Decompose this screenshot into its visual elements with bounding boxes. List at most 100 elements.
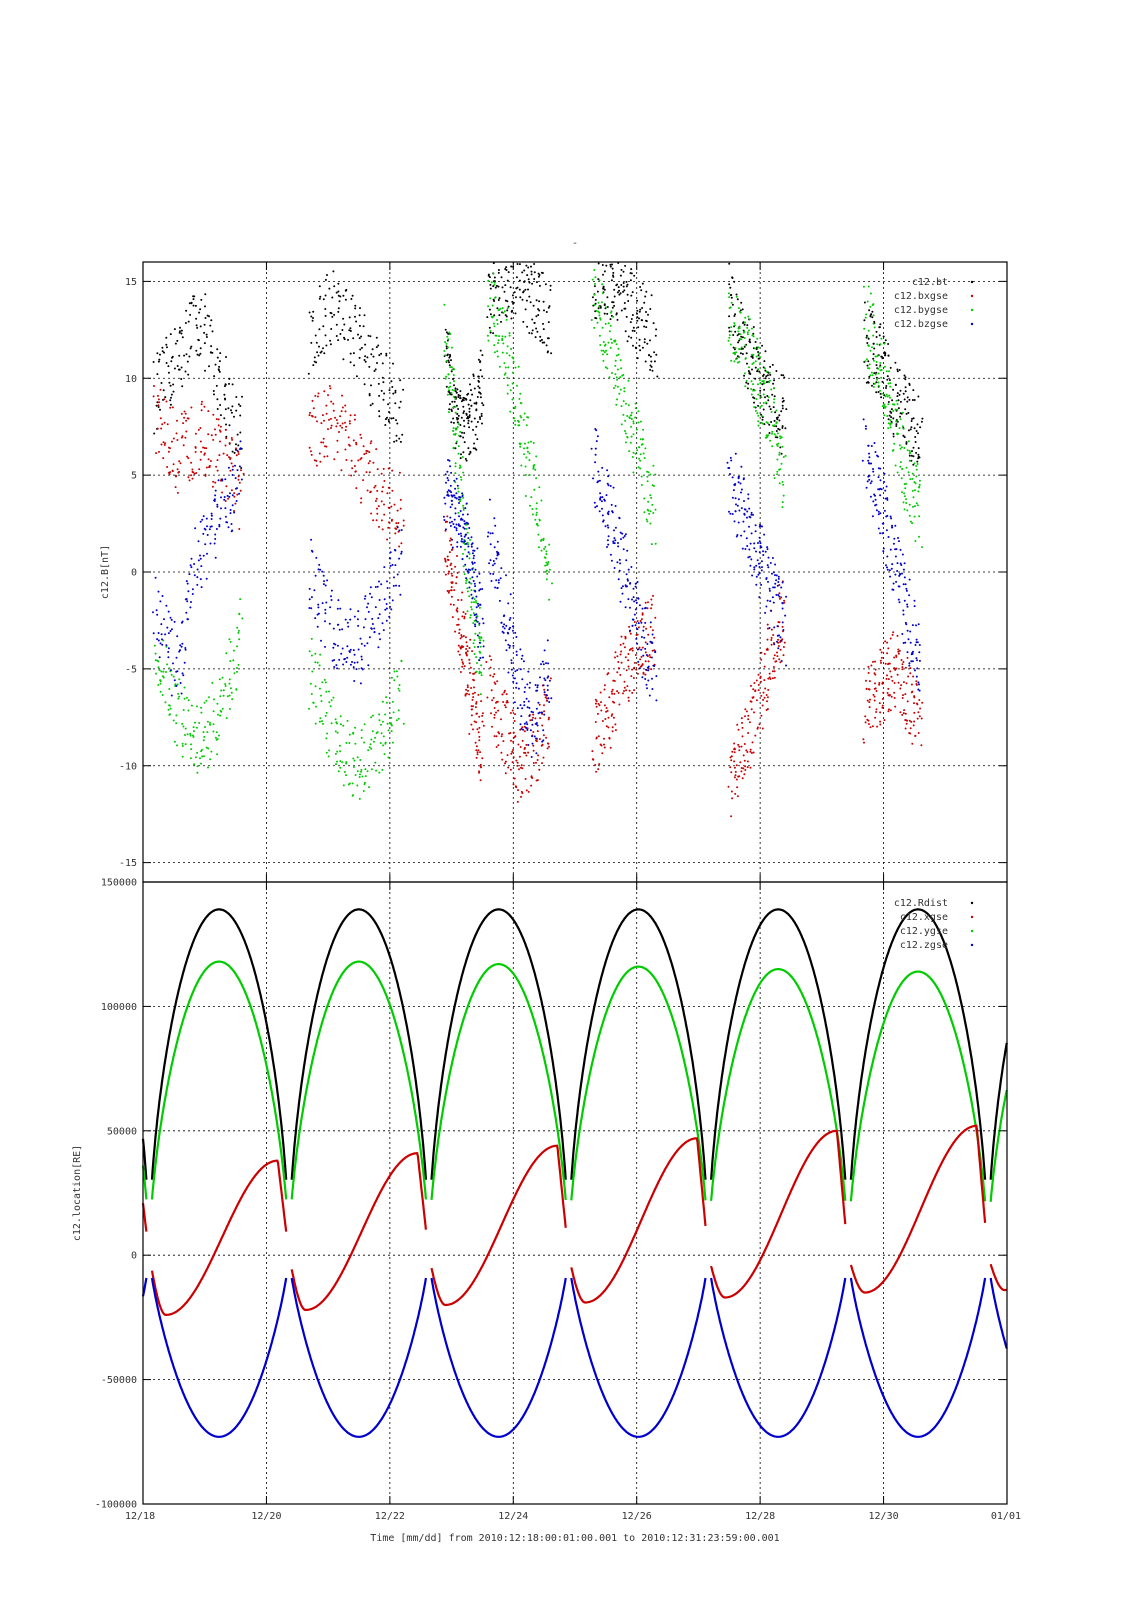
data-point — [480, 415, 483, 417]
data-point — [378, 613, 381, 616]
data-point — [513, 417, 516, 420]
data-point — [469, 614, 472, 617]
data-point — [742, 331, 745, 334]
data-point — [871, 374, 874, 377]
data-point — [877, 391, 880, 393]
data-point — [746, 760, 749, 763]
data-point — [597, 735, 600, 738]
data-point — [899, 461, 902, 464]
orbit-segment — [150, 1277, 288, 1438]
data-point — [481, 714, 484, 717]
data-point — [390, 519, 393, 522]
data-point — [915, 675, 918, 678]
data-point — [635, 668, 638, 671]
data-point — [488, 276, 491, 279]
data-point — [896, 634, 899, 637]
data-point — [906, 656, 909, 659]
data-point — [347, 625, 350, 628]
data-point — [650, 496, 653, 499]
data-point — [595, 736, 598, 739]
data-point — [545, 561, 548, 564]
data-point — [529, 504, 531, 507]
data-point — [447, 494, 450, 497]
data-point — [469, 638, 472, 641]
data-point — [645, 518, 648, 521]
data-point — [609, 318, 612, 321]
data-point — [734, 770, 737, 773]
data-point — [448, 356, 451, 359]
data-point — [639, 286, 642, 288]
data-point — [731, 303, 734, 306]
data-point — [454, 390, 457, 393]
data-point — [913, 599, 916, 602]
data-point — [610, 503, 613, 506]
data-point — [782, 374, 785, 377]
data-point — [611, 306, 614, 309]
orbit-segment — [989, 1263, 1007, 1292]
data-point — [896, 673, 899, 676]
data-point — [880, 656, 883, 659]
data-point — [212, 480, 215, 483]
data-point — [508, 646, 511, 649]
data-point — [319, 295, 322, 298]
data-point — [772, 601, 775, 604]
data-point — [228, 382, 230, 385]
data-point — [879, 369, 882, 372]
data-point — [532, 711, 534, 714]
data-point — [461, 431, 463, 434]
data-point — [615, 354, 618, 357]
data-point — [635, 601, 638, 604]
data-point — [199, 458, 202, 461]
data-point — [316, 613, 319, 616]
data-point — [624, 606, 627, 609]
data-point — [343, 771, 346, 773]
data-point — [203, 453, 206, 456]
data-point — [165, 400, 168, 403]
data-point — [529, 301, 532, 304]
data-point — [610, 559, 613, 562]
data-point — [892, 582, 895, 585]
data-point — [161, 643, 164, 646]
data-point — [337, 310, 340, 313]
data-point — [517, 365, 520, 368]
data-point — [449, 539, 451, 542]
data-point — [214, 428, 216, 431]
data-point — [465, 459, 468, 462]
data-point — [216, 348, 219, 351]
data-point — [228, 682, 231, 685]
data-point — [652, 322, 655, 325]
data-point — [515, 296, 517, 299]
data-point — [917, 732, 920, 734]
data-point — [163, 618, 165, 621]
series-c12-bt-points — [152, 293, 243, 469]
data-point — [339, 723, 342, 726]
data-point — [537, 701, 540, 704]
data-point — [909, 520, 912, 523]
data-point — [641, 438, 644, 440]
data-point — [165, 343, 168, 346]
data-point — [326, 274, 328, 276]
data-point — [468, 407, 471, 410]
data-point — [753, 682, 756, 684]
data-point — [469, 383, 471, 386]
data-point — [234, 502, 237, 505]
data-point — [754, 524, 757, 527]
data-point — [754, 341, 757, 343]
data-point — [466, 686, 469, 689]
data-point — [338, 431, 340, 433]
data-point — [501, 733, 504, 736]
data-point — [528, 474, 531, 476]
data-point — [486, 696, 489, 699]
data-point — [613, 680, 616, 682]
data-point — [748, 507, 751, 510]
data-point — [871, 384, 873, 387]
data-point — [174, 342, 177, 345]
data-point — [879, 343, 882, 346]
data-point — [518, 397, 521, 400]
data-point — [459, 464, 461, 467]
data-point — [190, 474, 193, 477]
data-point — [345, 762, 348, 765]
data-point — [901, 425, 904, 428]
data-point — [892, 449, 895, 451]
data-point — [455, 523, 458, 526]
